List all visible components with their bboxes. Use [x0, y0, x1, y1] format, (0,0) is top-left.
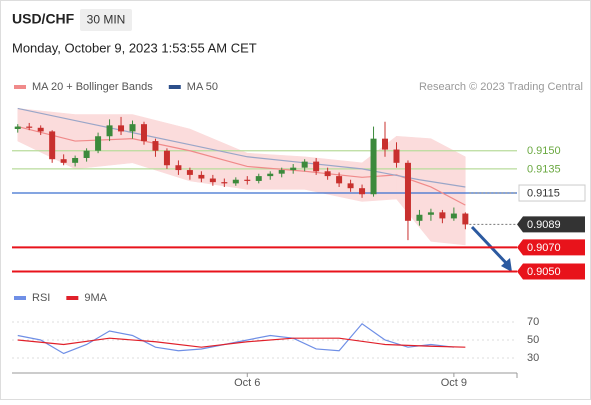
candle-body	[313, 161, 320, 172]
candle-body	[416, 214, 423, 221]
candle-body	[14, 126, 21, 129]
candle-body	[370, 138, 377, 195]
level-label-box	[518, 184, 586, 202]
candle-body	[152, 141, 159, 151]
candle-body	[462, 213, 469, 225]
x-tick-label: Oct 6	[234, 377, 260, 389]
candle-body	[163, 150, 170, 166]
candle-body	[278, 170, 285, 174]
timestamp: Monday, October 9, 2023 1:53:55 AM CET	[12, 40, 257, 55]
candle-body	[175, 165, 182, 171]
candle-body	[439, 212, 446, 219]
candle-body	[186, 170, 193, 175]
candle-body	[382, 138, 389, 150]
level-label-box	[517, 239, 585, 256]
level-label: 0.9150	[527, 145, 561, 157]
candle-body	[267, 173, 274, 177]
legend-swatch	[14, 85, 26, 89]
candle-body	[129, 124, 136, 132]
legend-label: RSI	[32, 292, 50, 304]
candle-body	[198, 174, 205, 179]
candle-body	[26, 126, 33, 128]
level-label-box	[517, 263, 585, 280]
bollinger-band	[247, 152, 305, 190]
y-tick-label: 50	[527, 334, 539, 346]
legend-swatch	[168, 85, 181, 89]
forecast-arrow	[470, 225, 510, 267]
legend-label: MA 20 + Bollinger Bands	[32, 81, 153, 93]
candle-body	[255, 176, 262, 181]
level-label: 0.9070	[527, 242, 561, 254]
level-label: 0.9089	[527, 219, 561, 231]
level-label-box	[517, 216, 585, 233]
candle-body	[347, 183, 354, 189]
candle-body	[106, 125, 113, 137]
candle-body	[324, 171, 331, 177]
credit: Research © 2023 Trading Central	[419, 81, 583, 93]
candle-body	[209, 178, 216, 183]
candle-body	[60, 159, 67, 163]
legend-label: 9MA	[84, 292, 107, 304]
bollinger-band	[430, 138, 466, 246]
interval: 30 MIN	[87, 13, 126, 27]
y-tick-label: 30	[527, 352, 539, 364]
forecast-arrowhead	[501, 258, 512, 272]
level-label: 0.9135	[527, 163, 561, 175]
level-label: 0.9115	[527, 187, 560, 199]
candle-body	[404, 162, 411, 221]
candle-body	[427, 212, 434, 215]
indicator-line	[17, 322, 454, 355]
legend-swatch	[14, 296, 26, 300]
candle-body	[450, 213, 457, 219]
candle-body	[221, 182, 228, 184]
legend-label: MA 50	[187, 81, 218, 93]
indicator-line	[17, 337, 466, 348]
candle-body	[118, 125, 125, 132]
candle-body	[83, 150, 90, 158]
candle-body	[336, 176, 343, 184]
candle-body	[95, 136, 102, 151]
symbol: USD/CHF	[12, 11, 75, 27]
indicator-line	[17, 107, 466, 188]
candle-body	[290, 167, 297, 171]
interval-box	[80, 9, 132, 31]
x-tick-label: Oct 9	[441, 377, 467, 389]
candle-body	[359, 188, 366, 195]
candle-body	[244, 179, 251, 181]
legend-swatch	[66, 296, 79, 300]
candle-body	[37, 127, 44, 132]
candle-body	[72, 157, 79, 163]
y-tick-label: 70	[527, 316, 539, 328]
candle-body	[49, 131, 56, 160]
candle-body	[301, 161, 308, 168]
candle-body	[232, 179, 239, 184]
candle-body	[393, 149, 400, 163]
level-label: 0.9050	[527, 266, 561, 278]
candle-body	[140, 124, 147, 142]
indicator-line	[17, 125, 466, 206]
